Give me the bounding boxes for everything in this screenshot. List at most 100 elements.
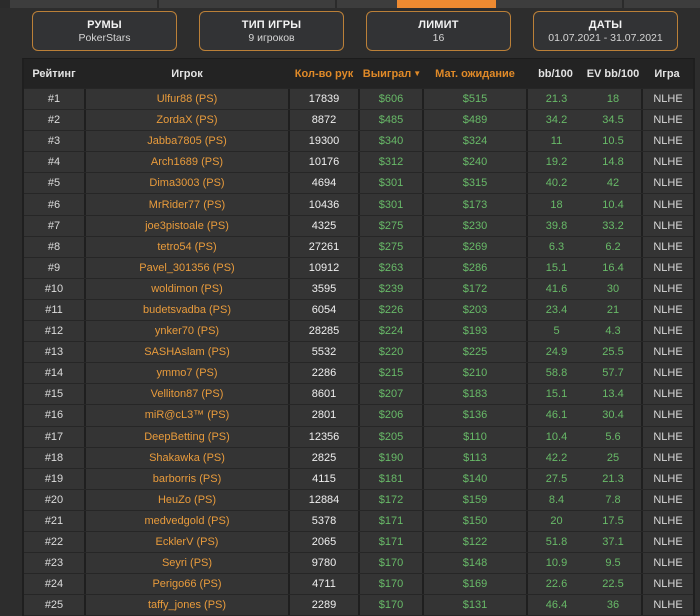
player-link[interactable]: Velliton87 (PS) <box>86 384 290 405</box>
nav-divider <box>622 0 624 8</box>
won-cell: $171 <box>360 531 424 553</box>
bb100-cell: 40.2 <box>545 177 568 190</box>
player-link[interactable]: ymmo7 (PS) <box>86 363 290 384</box>
bb100-cell: 41.6 <box>545 282 568 295</box>
rank-cell: #20 <box>24 489 86 510</box>
player-link[interactable]: Seyri (PS) <box>86 553 290 574</box>
won-cell: $170 <box>360 553 424 574</box>
player-link[interactable]: SASHAslam (PS) <box>86 342 290 363</box>
player-link[interactable]: Arch1689 (PS) <box>86 152 290 173</box>
player-link[interactable]: Shakawka (PS) <box>86 447 290 468</box>
player-link[interactable]: joe3pistoale (PS) <box>86 215 290 236</box>
rank-cell: #7 <box>24 215 86 236</box>
player-link[interactable]: tetro54 (PS) <box>86 236 290 257</box>
hands-cell: 8601 <box>290 384 360 405</box>
ev-won-cell: $515 <box>424 89 528 110</box>
filter-limit-label: ЛИМИТ <box>418 18 459 31</box>
rank-cell: #18 <box>24 447 86 468</box>
column-header[interactable]: Рейтинг <box>32 67 76 80</box>
ev-bb100-cell: 18 <box>585 89 643 110</box>
player-link[interactable]: HeuZo (PS) <box>86 489 290 510</box>
rank-cell: #4 <box>24 152 86 173</box>
player-link[interactable]: EcklerV (PS) <box>86 531 290 553</box>
column-header[interactable]: bb/100 <box>538 67 573 80</box>
table-row: #4 Arch1689 (PS) 10176 $312 $240 19.2 14… <box>24 151 693 173</box>
active-nav-tab[interactable] <box>397 0 496 8</box>
ev-won-cell: $315 <box>424 173 528 194</box>
column-header[interactable]: Игрок <box>171 67 203 80</box>
won-cell: $226 <box>360 299 424 321</box>
player-link[interactable]: Dima3003 (PS) <box>86 173 290 194</box>
table-row: #2 ZordaX (PS) 8872 $485 $489 34.2 34.5 … <box>24 109 693 131</box>
table-row: #13 SASHAslam (PS) 5532 $220 $225 24.9 2… <box>24 341 693 363</box>
game-cell: NLHE <box>653 325 683 338</box>
rank-cell: #12 <box>24 321 86 342</box>
ev-won-cell: $269 <box>424 236 528 257</box>
player-link[interactable]: Ulfur88 (PS) <box>86 89 290 110</box>
won-cell: $275 <box>360 215 424 236</box>
rank-cell: #24 <box>24 574 86 595</box>
ev-won-cell: $110 <box>424 426 528 447</box>
table-row: #8 tetro54 (PS) 27261 $275 $269 6.3 6.2 … <box>24 235 693 257</box>
filter-limit[interactable]: ЛИМИТ 16 <box>366 11 511 51</box>
hands-cell: 2825 <box>290 447 360 468</box>
column-header[interactable]: Игра <box>654 67 680 80</box>
filter-game-type-value: 9 игроков <box>248 31 295 44</box>
filter-game-type[interactable]: ТИП ИГРЫ 9 игроков <box>199 11 344 51</box>
hands-cell: 5532 <box>290 342 360 363</box>
player-link[interactable]: woldimon (PS) <box>86 278 290 299</box>
column-header[interactable]: Кол-во рук <box>294 67 354 80</box>
player-link[interactable]: DeepBetting (PS) <box>86 426 290 447</box>
game-cell: NLHE <box>653 240 683 253</box>
hands-cell: 2065 <box>290 531 360 553</box>
top-nav-strip <box>0 0 700 8</box>
player-link[interactable]: Perigo66 (PS) <box>86 574 290 595</box>
player-link[interactable]: medvedgold (PS) <box>86 510 290 531</box>
ev-won-cell: $286 <box>424 257 528 278</box>
won-cell: $606 <box>360 89 424 110</box>
table-row: #15 Velliton87 (PS) 8601 $207 $183 15.1 … <box>24 383 693 405</box>
player-link[interactable]: Pavel_301356 (PS) <box>86 257 290 278</box>
player-link[interactable]: ynker70 (PS) <box>86 321 290 342</box>
game-cell: NLHE <box>653 536 683 549</box>
won-cell: $215 <box>360 363 424 384</box>
ev-won-cell: $159 <box>424 489 528 510</box>
column-header[interactable]: Выиграл ▼ <box>362 67 422 80</box>
bb100-cell: 15.1 <box>545 261 568 274</box>
table-body: #1 Ulfur88 (PS) 17839 $606 $515 21.3 18 … <box>24 88 693 616</box>
table-row: #21 medvedgold (PS) 5378 $171 $150 20 17… <box>24 509 693 531</box>
player-link[interactable]: MrRider77 (PS) <box>86 194 290 215</box>
game-cell: NLHE <box>653 282 683 295</box>
ev-won-cell: $122 <box>424 531 528 553</box>
bb100-cell: 5 <box>553 325 560 338</box>
game-cell: NLHE <box>653 557 683 570</box>
ev-bb100-cell: 7.8 <box>585 489 643 510</box>
ev-bb100-cell: 36 <box>585 595 643 616</box>
player-link[interactable]: miR@cL3™ (PS) <box>86 405 290 426</box>
player-link[interactable]: taffy_jones (PS) <box>86 595 290 616</box>
player-link[interactable]: barborris (PS) <box>86 468 290 489</box>
game-cell: NLHE <box>653 367 683 380</box>
game-cell: NLHE <box>653 346 683 359</box>
hands-cell: 8872 <box>290 110 360 131</box>
hands-cell: 2289 <box>290 595 360 616</box>
table-row: #10 woldimon (PS) 3595 $239 $172 41.6 30… <box>24 277 693 299</box>
filter-rooms[interactable]: РУМЫ PokerStars <box>32 11 177 51</box>
filter-dates[interactable]: ДАТЫ 01.07.2021 - 31.07.2021 <box>533 11 678 51</box>
rank-cell: #23 <box>24 553 86 574</box>
table-header-row: Рейтинг Игрок Кол-во рук Выиграл ▼ Мат. о… <box>24 59 693 88</box>
ev-won-cell: $136 <box>424 405 528 426</box>
player-link[interactable]: budetsvadba (PS) <box>86 299 290 321</box>
ev-won-cell: $113 <box>424 447 528 468</box>
column-header[interactable]: Мат. ожидание <box>435 67 515 80</box>
nav-left-segment <box>0 0 10 8</box>
player-link[interactable]: Jabba7805 (PS) <box>86 131 290 152</box>
won-cell: $190 <box>360 447 424 468</box>
bb100-cell: 39.8 <box>545 219 568 232</box>
ev-bb100-cell: 17.5 <box>585 510 643 531</box>
game-cell: NLHE <box>653 578 683 591</box>
column-header[interactable]: EV bb/100 <box>586 67 640 80</box>
filter-dates-value: 01.07.2021 - 31.07.2021 <box>548 31 663 44</box>
table-row: #24 Perigo66 (PS) 4711 $170 $169 22.6 22… <box>24 573 693 595</box>
player-link[interactable]: ZordaX (PS) <box>86 110 290 131</box>
